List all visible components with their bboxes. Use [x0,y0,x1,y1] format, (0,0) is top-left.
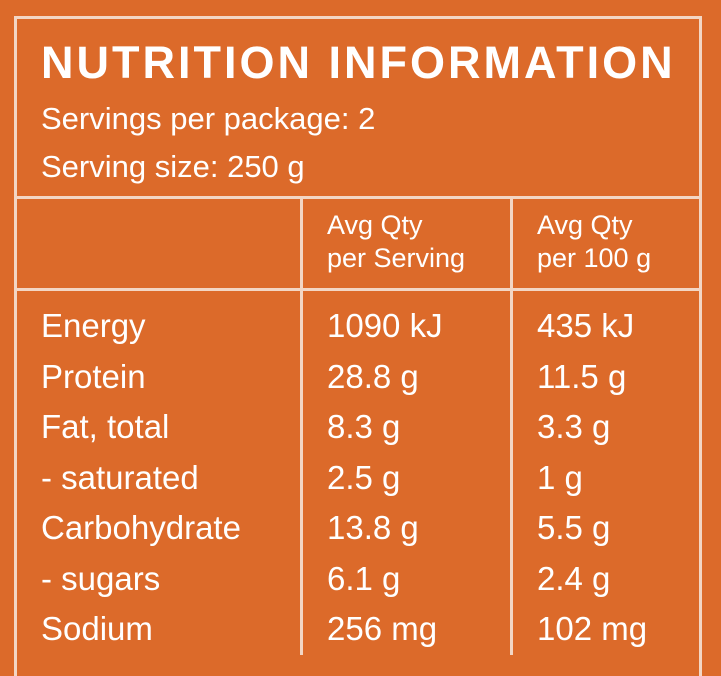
per-serving-column-header: Avg Qty per Serving [300,199,510,288]
nutrient-name: Carbohydrate [41,509,241,546]
per-serving-value: 6.1 g [327,559,401,597]
per-100g-value: 5.5 g [537,509,611,546]
per-serving-column: 1090 kJ 28.8 g 8.3 g 2.5 g 13.8 g 6.1 g … [300,291,510,655]
per-100g-header-line-2: per 100 g [537,243,652,273]
per-serving-value: 28.8 g [327,357,419,395]
per-100g-column-header: Avg Qty per 100 g [510,199,699,288]
nutrient-name: - sugars [41,559,161,597]
servings-per-package: Servings per package: 2 [41,101,376,136]
nutrient-name: Energy [41,307,146,344]
nutrient-column-header [17,199,300,288]
per-serving-value: 8.3 g [327,408,401,445]
nutrient-name: Sodium [41,610,153,647]
per-serving-value: 2.5 g [327,458,401,496]
per-serving-value: 256 mg [327,610,438,647]
per-serving-value: 1090 kJ [327,307,443,344]
per-100g-value: 435 kJ [537,307,635,344]
nutrient-name: Fat, total [41,408,170,445]
per-100g-value: 2.4 g [537,559,611,597]
panel-header: NUTRITION INFORMATION Servings per packa… [17,19,699,199]
nutrient-name: Protein [41,357,146,395]
per-serving-header-line-2: per Serving [327,243,466,273]
per-serving-value: 13.8 g [327,509,419,546]
nutrient-table: Energy Protein Fat, total - saturated Ca… [17,291,699,655]
nutrient-name: - saturated [41,458,199,496]
nutrient-names-column: Energy Protein Fat, total - saturated Ca… [17,291,300,655]
nutrition-panel: NUTRITION INFORMATION Servings per packa… [14,16,702,676]
per-100g-header-line-1: Avg Qty [537,210,633,240]
per-serving-header-line-1: Avg Qty [327,210,423,240]
serving-size: Serving size: 250 g [41,149,305,184]
per-100g-value: 3.3 g [537,408,611,445]
per-100g-column: 435 kJ 11.5 g 3.3 g 1 g 5.5 g 2.4 g 102 … [510,291,699,655]
per-100g-value: 11.5 g [537,357,627,395]
per-100g-value: 102 mg [537,610,648,647]
per-100g-value: 1 g [537,458,583,496]
panel-title: NUTRITION INFORMATION [41,37,676,88]
column-headers: Avg Qty per Serving Avg Qty per 100 g [17,199,699,291]
